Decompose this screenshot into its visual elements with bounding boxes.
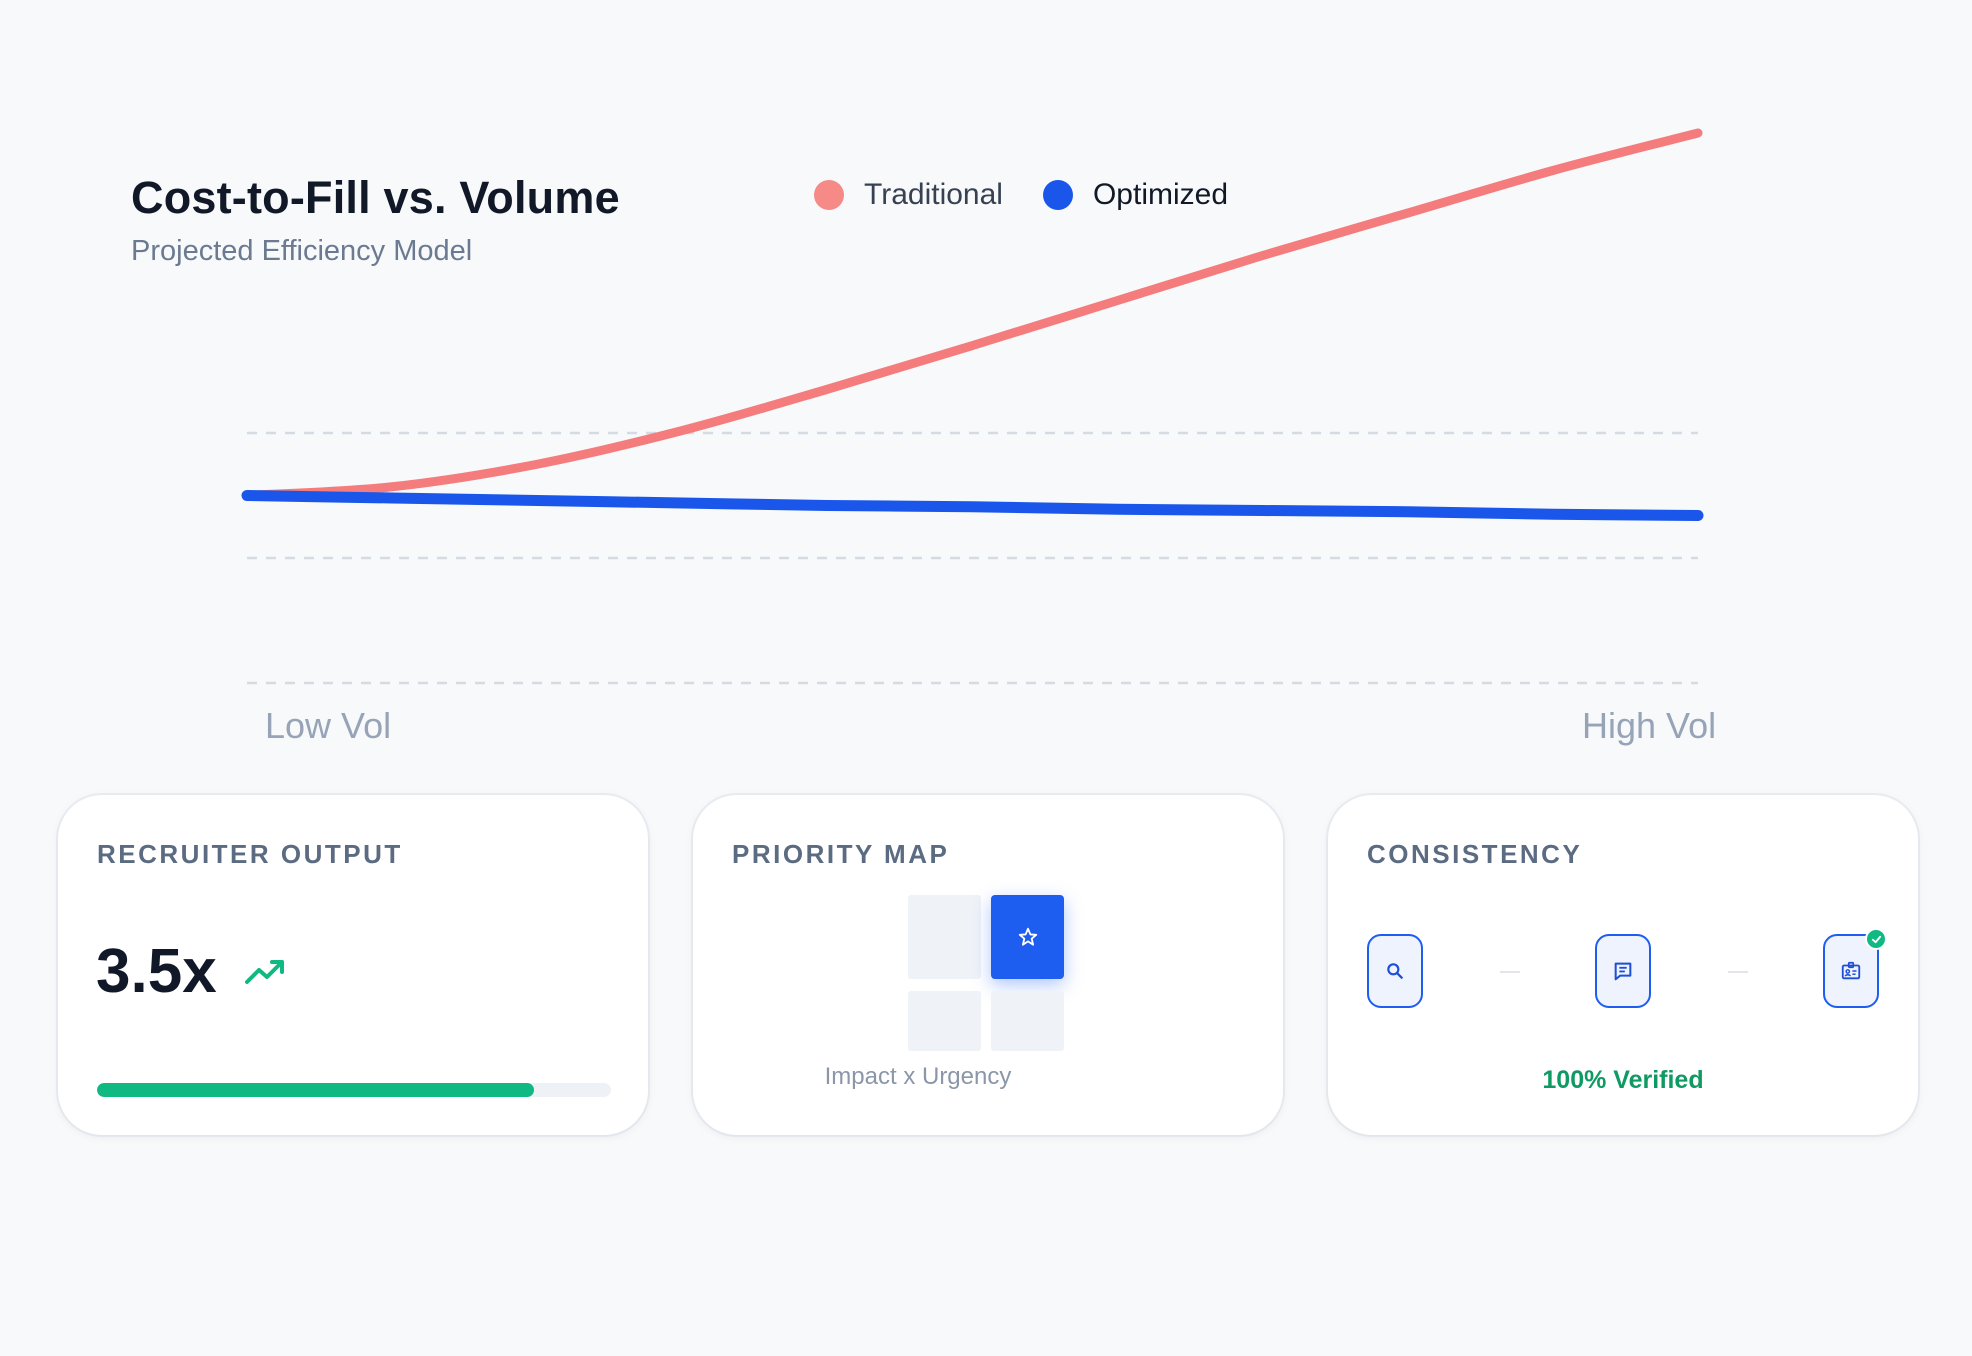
- legend-item-optimized: Optimized: [1042, 178, 1229, 211]
- verification-status: 100% Verified: [1542, 1066, 1704, 1094]
- chart-legend: Traditional Optimized: [814, 180, 1228, 210]
- matrix-cell-bottom-left: [908, 991, 981, 1051]
- line-chart: [241, 128, 1704, 685]
- chart-subtitle: Projected Efficiency Model: [131, 235, 473, 267]
- legend-dot-traditional: [814, 180, 844, 210]
- series-line-traditional: [242, 128, 1703, 500]
- output-metric: 3.5x: [96, 937, 217, 1006]
- consistency-card: CONSISTENCY 100% Verified: [1328, 795, 1918, 1135]
- x-tick-high-vol: High Vol: [1582, 705, 1717, 746]
- card-title-priority-map: PRIORITY MAP: [732, 839, 950, 869]
- matrix-cell-top-right-highlight[interactable]: [991, 895, 1064, 979]
- chart-title: Cost-to-Fill vs. Volume: [131, 172, 620, 223]
- priority-matrix: [908, 895, 1066, 1053]
- step-connector: [1728, 971, 1748, 973]
- series-line-optimized: [241, 490, 1704, 521]
- step-id-card[interactable]: [1823, 928, 1887, 1008]
- output-progress-fill: [97, 1083, 534, 1097]
- card-title-recruiter-output: RECRUITER OUTPUT: [97, 839, 403, 869]
- matrix-cell-top-left: [908, 895, 981, 979]
- verified-check-icon: [1865, 928, 1887, 950]
- matrix-cell-bottom-right: [991, 991, 1064, 1051]
- priority-map-card: PRIORITY MAP Impact x Urgency: [693, 795, 1283, 1135]
- message-icon: [1614, 962, 1632, 981]
- card-title-consistency: CONSISTENCY: [1367, 839, 1583, 869]
- output-progress-bar: [97, 1083, 611, 1097]
- x-tick-low-vol: Low Vol: [265, 705, 392, 746]
- trending-up-icon: [245, 960, 284, 984]
- recruiter-output-card: RECRUITER OUTPUT 3.5x: [58, 795, 648, 1135]
- step-search[interactable]: [1367, 934, 1423, 1008]
- legend-label-optimized: Optimized: [1092, 178, 1229, 211]
- star-icon: [1018, 927, 1037, 946]
- priority-map-caption: Impact x Urgency: [824, 1063, 1012, 1090]
- legend-label-traditional: Traditional: [864, 178, 1003, 211]
- search-icon: [1387, 963, 1403, 979]
- legend-item-traditional: Traditional: [814, 180, 1003, 210]
- legend-dot-optimized: [1042, 180, 1073, 210]
- id-card-icon: [1841, 961, 1861, 980]
- step-message[interactable]: [1595, 934, 1651, 1008]
- step-connector: [1500, 971, 1520, 973]
